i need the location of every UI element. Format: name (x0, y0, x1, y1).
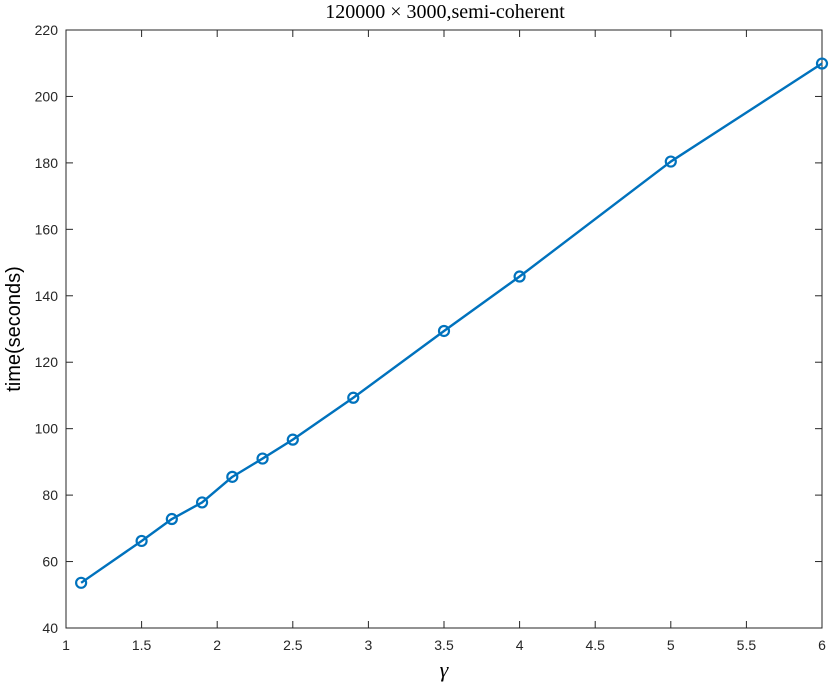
chart-title: 120000 × 3000,semi-coherent (325, 1, 565, 23)
y-tick-label: 60 (42, 554, 58, 570)
data-point-marker (664, 155, 677, 168)
x-tick-label: 3.5 (434, 637, 454, 653)
x-tick-label: 6 (818, 637, 826, 653)
data-point-marker (815, 57, 829, 70)
y-axis-title: time(seconds) (3, 266, 25, 392)
y-tick-label: 40 (42, 620, 58, 636)
data-point-marker (195, 496, 209, 509)
data-point-marker (347, 391, 360, 404)
data-point-marker (437, 324, 451, 338)
data-point-marker (226, 470, 239, 483)
y-tick-label: 100 (35, 421, 59, 437)
series-line (80, 62, 823, 584)
x-tick-label: 4 (516, 637, 524, 653)
y-tick-label: 160 (35, 221, 59, 237)
y-tick-label: 80 (42, 487, 58, 503)
data-point-marker (256, 452, 269, 465)
x-tick-label: 3 (365, 637, 373, 653)
x-tick-label: 5 (667, 637, 675, 653)
x-axis: 1 1.5 2 2.5 3 3.5 4 4.5 5 5.5 6 (62, 30, 826, 653)
y-tick-label: 120 (35, 354, 59, 370)
data-point-marker (513, 270, 526, 283)
data-point-marker (165, 512, 178, 526)
x-tick-label: 2 (213, 637, 221, 653)
x-tick-label: 5.5 (737, 637, 757, 653)
data-point-marker (286, 433, 299, 446)
plot-area (65, 29, 823, 629)
x-tick-label: 2.5 (283, 637, 303, 653)
y-axis: 40 60 80 100 120 140 160 180 200 220 (35, 22, 822, 636)
x-tick-label: 4.5 (585, 637, 605, 653)
data-point-marker (135, 534, 148, 548)
y-tick-label: 140 (35, 288, 59, 304)
data-point-marker (75, 576, 88, 589)
y-tick-label: 180 (35, 155, 59, 171)
x-axis-title: γ (440, 657, 450, 682)
x-tick-label: 1 (62, 637, 70, 653)
series-layer (75, 57, 829, 589)
y-tick-label: 220 (35, 22, 59, 38)
x-tick-label: 1.5 (132, 637, 152, 653)
y-tick-label: 200 (35, 88, 59, 104)
